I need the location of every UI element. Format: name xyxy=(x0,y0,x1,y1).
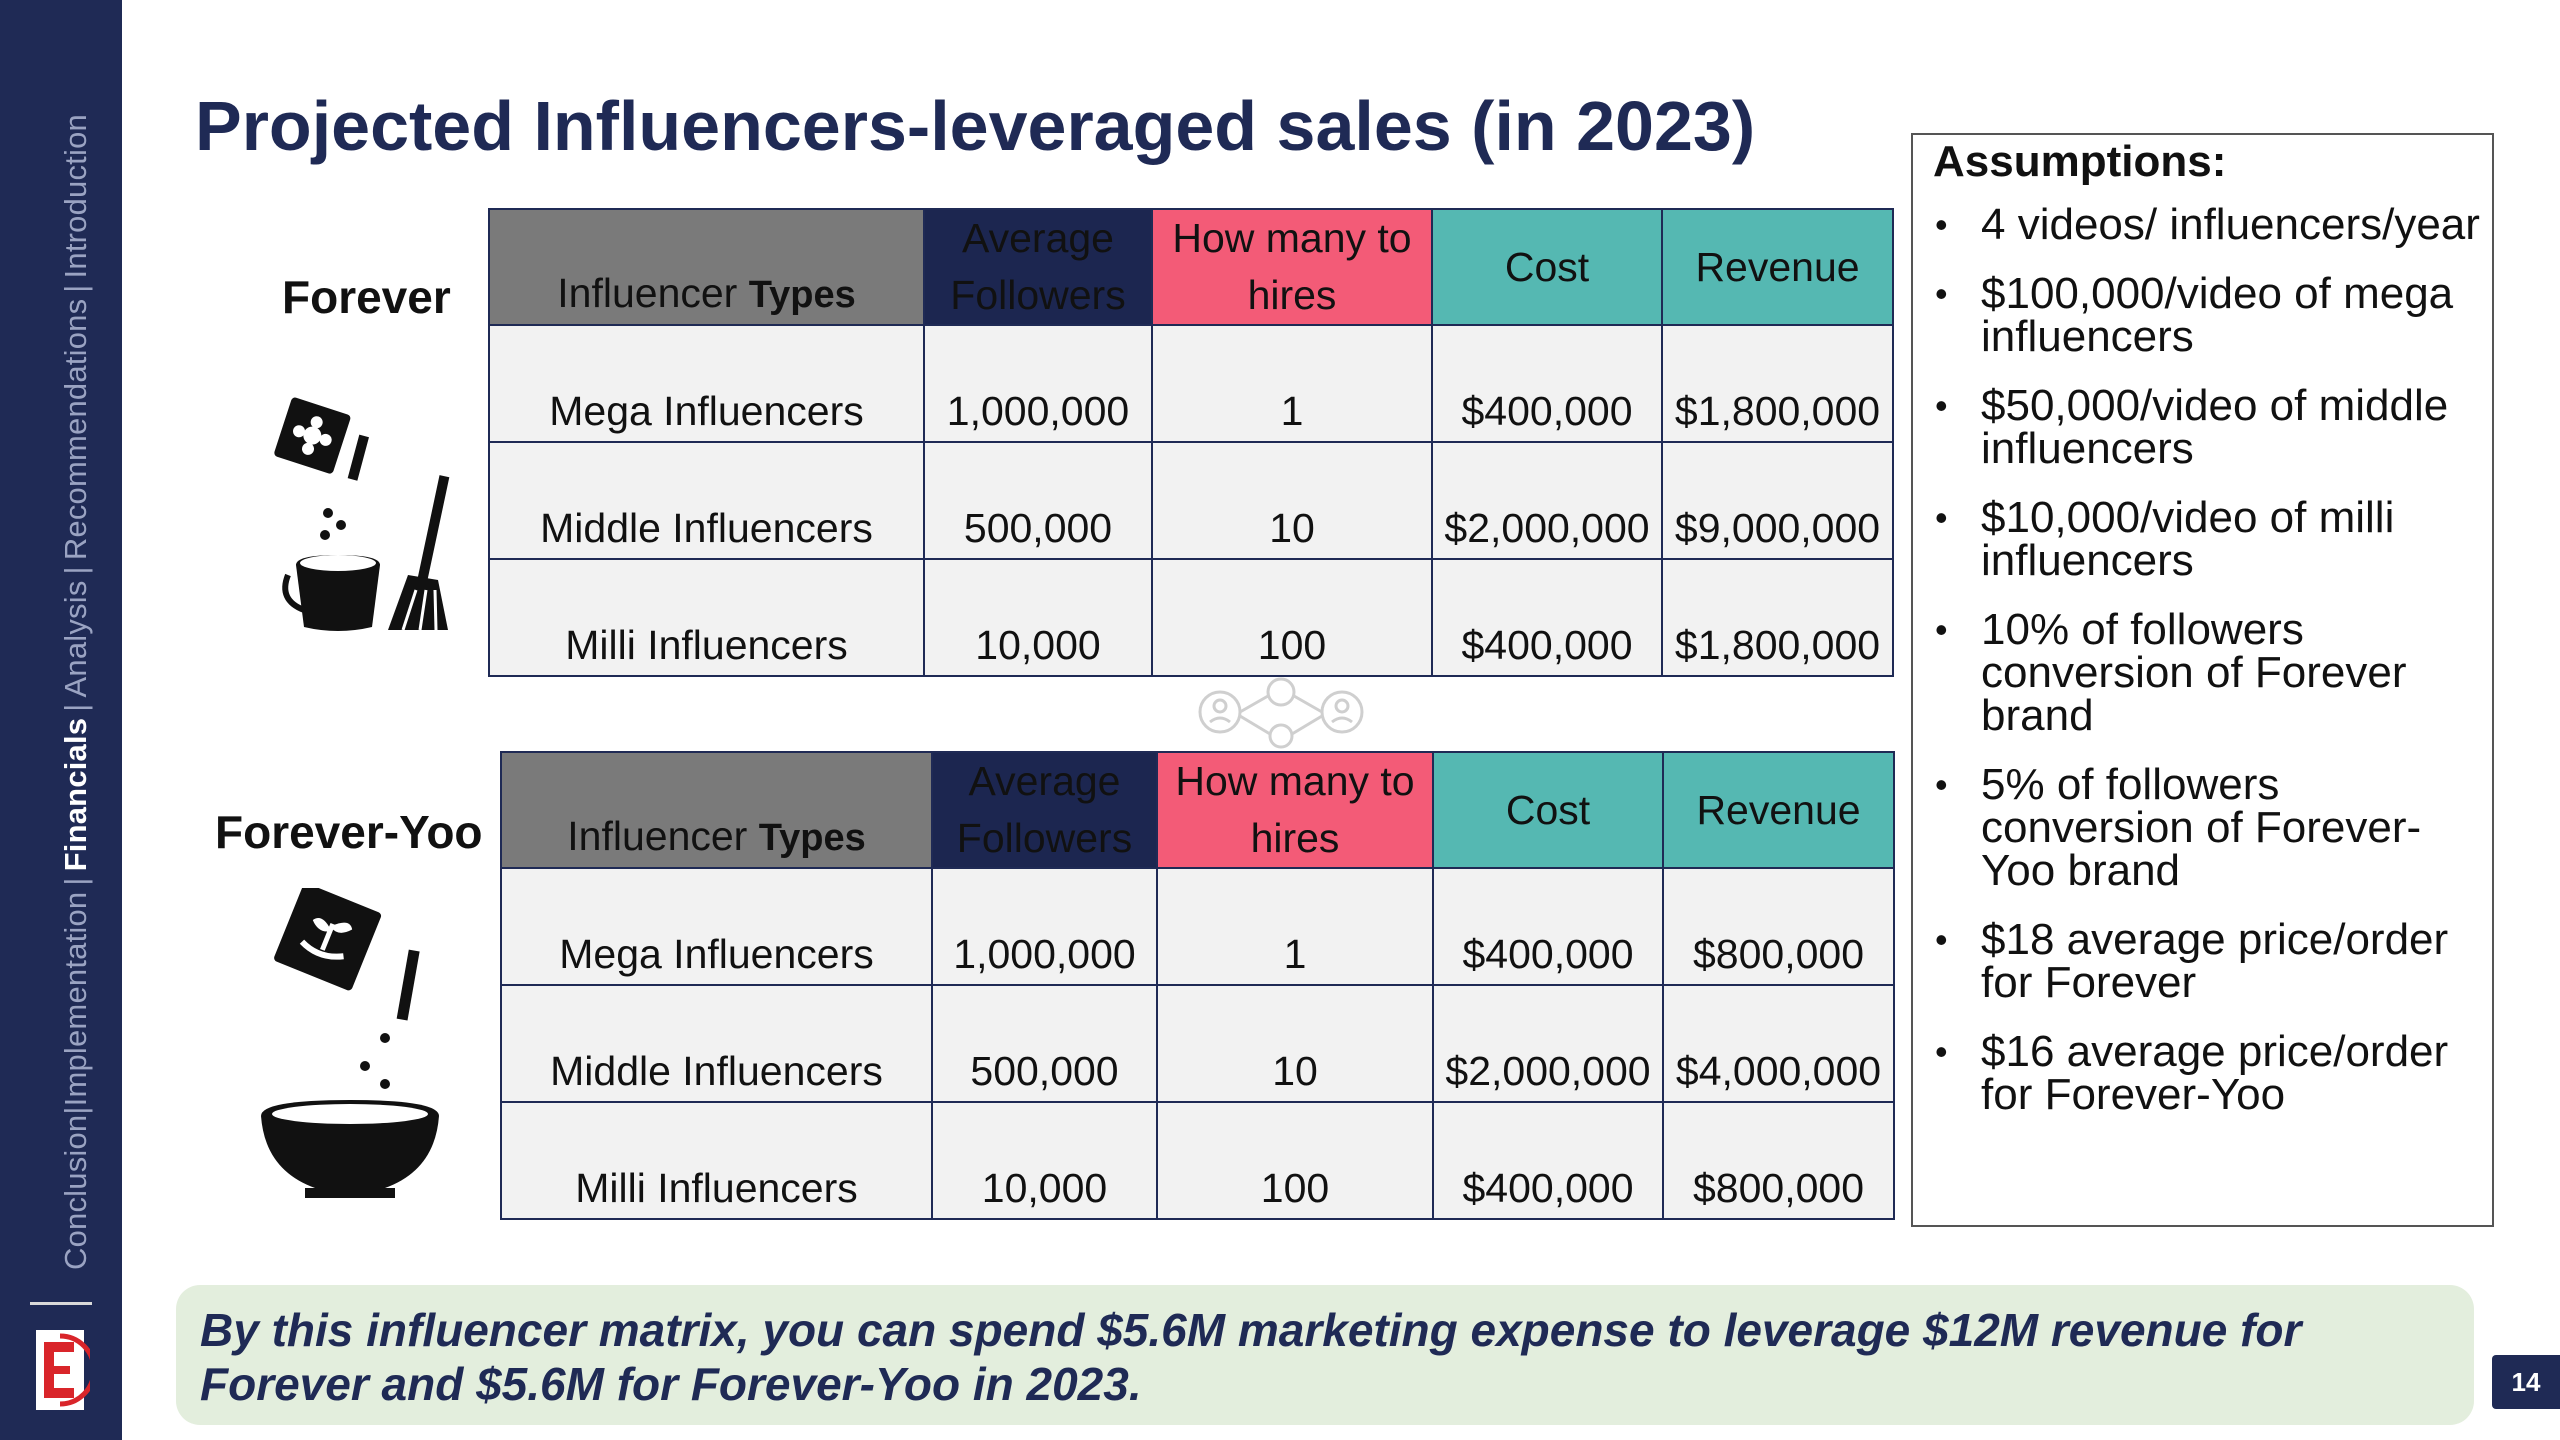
company-logo xyxy=(36,1330,90,1410)
conclusion-text: By this influencer matrix, you can spend… xyxy=(200,1304,2302,1410)
header-how-many-hires: How many to hires xyxy=(1156,751,1434,869)
logo-divider xyxy=(30,1302,92,1305)
cell-revenue: $9,000,000 xyxy=(1661,441,1894,560)
header-type-main: Influencer xyxy=(567,813,759,859)
section-nav: Conclusion|Implementation | Financials | Ana… xyxy=(58,114,94,1270)
cell-cost: $400,000 xyxy=(1431,558,1663,677)
assumptions-heading: Assumptions: xyxy=(1933,137,2227,186)
header-influencer-types: Influencer Types xyxy=(488,208,925,326)
cell-hires: 100 xyxy=(1156,1101,1434,1220)
cell-cost: $2,000,000 xyxy=(1431,441,1663,560)
cell-influencer-type: Mega Influencers xyxy=(500,867,933,986)
cell-hires: 10 xyxy=(1151,441,1433,560)
cell-followers: 10,000 xyxy=(931,1101,1158,1220)
cleaning-bucket-icon xyxy=(274,397,450,631)
nav-separator: | xyxy=(58,566,93,575)
nav-conclusion[interactable]: Conclusion| xyxy=(58,1106,93,1270)
header-cost: Cost xyxy=(1431,208,1663,326)
cell-followers: 500,000 xyxy=(931,984,1158,1103)
forever-yoo-influencer-table: Influencer Types Average Followers How m… xyxy=(500,751,1895,1220)
cell-revenue: $1,800,000 xyxy=(1661,324,1894,443)
list-item: $100,000/video of mega influencers xyxy=(1913,272,2492,359)
table-row: Middle Influencers 500,000 10 $2,000,000… xyxy=(500,984,1895,1103)
forever-brand-label: Forever xyxy=(282,271,451,323)
header-average-followers: Average Followers xyxy=(931,751,1158,869)
nav-introduction[interactable]: Introduction xyxy=(58,114,93,279)
table-row: Middle Influencers 500,000 10 $2,000,000… xyxy=(488,441,1894,560)
nav-analysis[interactable]: Analysis xyxy=(58,580,93,698)
conclusion-banner: By this influencer matrix, you can spend… xyxy=(176,1285,2474,1425)
list-item: $10,000/video of milli influencers xyxy=(1913,496,2492,583)
header-type-main: Influencer xyxy=(557,270,749,316)
cell-followers: 10,000 xyxy=(923,558,1153,677)
header-type-small: Types xyxy=(758,817,866,859)
cell-revenue: $4,000,000 xyxy=(1662,984,1895,1103)
nav-separator: | xyxy=(58,703,93,712)
planting-bowl-icon xyxy=(261,888,439,1198)
cell-influencer-type: Milli Influencers xyxy=(500,1101,933,1220)
table-row: Milli Influencers 10,000 100 $400,000 $8… xyxy=(500,1101,1895,1220)
assumptions-box: Assumptions: 4 videos/ influencers/year … xyxy=(1911,133,2494,1227)
table-header-row: Influencer Types Average Followers How m… xyxy=(488,208,1894,326)
cell-revenue: $800,000 xyxy=(1662,1101,1895,1220)
cell-hires: 10 xyxy=(1156,984,1434,1103)
table-row: Mega Influencers 1,000,000 1 $400,000 $1… xyxy=(488,324,1894,443)
cell-revenue: $800,000 xyxy=(1662,867,1895,986)
header-revenue: Revenue xyxy=(1662,751,1895,869)
cell-hires: 1 xyxy=(1156,867,1434,986)
header-average-followers: Average Followers xyxy=(923,208,1153,326)
cell-cost: $400,000 xyxy=(1432,1101,1664,1220)
header-revenue: Revenue xyxy=(1661,208,1894,326)
cell-revenue: $1,800,000 xyxy=(1661,558,1894,677)
nav-implementation[interactable]: Implementation xyxy=(58,891,93,1107)
cell-hires: 1 xyxy=(1151,324,1433,443)
cell-cost: $400,000 xyxy=(1431,324,1663,443)
header-how-many-hires: How many to hires xyxy=(1151,208,1433,326)
cell-followers: 1,000,000 xyxy=(923,324,1153,443)
cell-hires: 100 xyxy=(1151,558,1433,677)
list-item: 5% of followers conversion of Forever-Yo… xyxy=(1913,763,2492,893)
table-row: Milli Influencers 10,000 100 $400,000 $1… xyxy=(488,558,1894,677)
list-item: 4 videos/ influencers/year xyxy=(1913,203,2492,247)
header-influencer-types: Influencer Types xyxy=(500,751,933,869)
cell-followers: 500,000 xyxy=(923,441,1153,560)
forever-influencer-table: Influencer Types Average Followers How m… xyxy=(488,208,1894,677)
table-header-row: Influencer Types Average Followers How m… xyxy=(500,751,1895,869)
cell-influencer-type: Middle Influencers xyxy=(500,984,933,1103)
cell-influencer-type: Mega Influencers xyxy=(488,324,925,443)
nav-separator: | xyxy=(58,877,93,886)
list-item: $16 average price/order for Forever-Yoo xyxy=(1913,1030,2492,1117)
page-number: 14 xyxy=(2492,1355,2560,1409)
forever-yoo-brand-label: Forever-Yoo xyxy=(215,806,483,858)
nav-separator: | xyxy=(58,284,93,293)
header-cost: Cost xyxy=(1432,751,1664,869)
side-navigation: Conclusion|Implementation | Financials | Ana… xyxy=(0,0,122,1440)
list-item: $50,000/video of middle influencers xyxy=(1913,384,2492,471)
cell-influencer-type: Milli Influencers xyxy=(488,558,925,677)
page-title: Projected Influencers-leveraged sales (i… xyxy=(195,87,1756,165)
list-item: 10% of followers conversion of Forever b… xyxy=(1913,608,2492,738)
network-watermark-icon xyxy=(1198,677,1364,749)
nav-financials[interactable]: Financials xyxy=(58,717,93,872)
cell-cost: $2,000,000 xyxy=(1432,984,1664,1103)
cell-influencer-type: Middle Influencers xyxy=(488,441,925,560)
cell-followers: 1,000,000 xyxy=(931,867,1158,986)
nav-recommendations[interactable]: Recommendations xyxy=(58,298,93,561)
assumptions-list: 4 videos/ influencers/year $100,000/vide… xyxy=(1913,203,2492,1142)
list-item: $18 average price/order for Forever xyxy=(1913,918,2492,1005)
cell-cost: $400,000 xyxy=(1432,867,1664,986)
table-row: Mega Influencers 1,000,000 1 $400,000 $8… xyxy=(500,867,1895,986)
header-type-small: Types xyxy=(748,274,856,316)
